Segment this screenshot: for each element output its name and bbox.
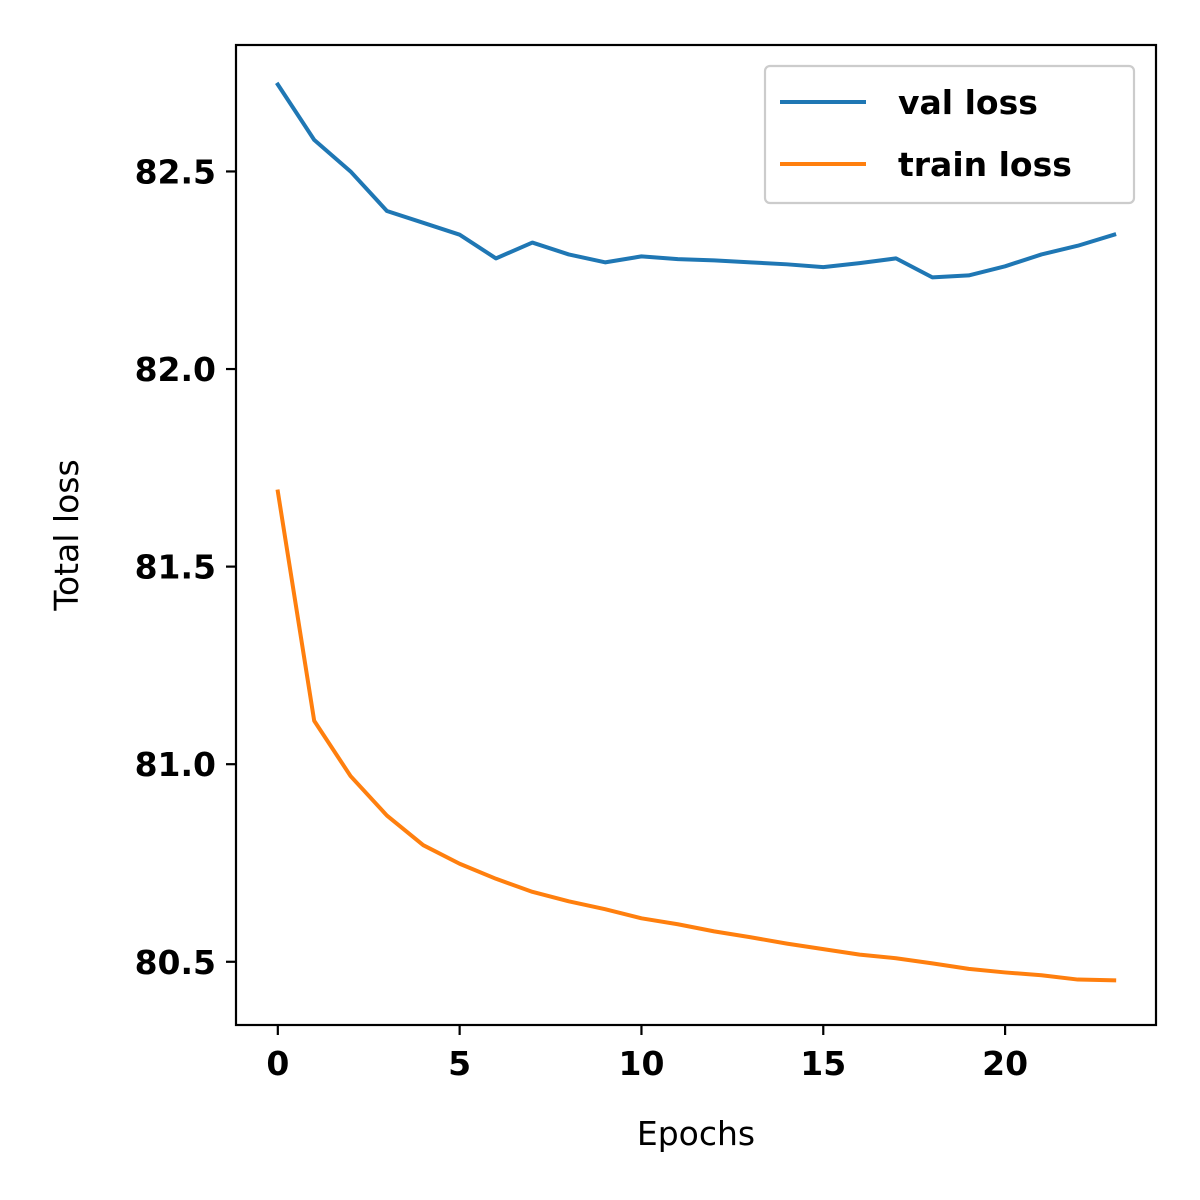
y-tick-label: 80.5 [135, 943, 216, 982]
x-tick-label: 0 [266, 1044, 289, 1083]
legend: val loss train loss [763, 64, 1136, 205]
y-tick-label: 81.5 [135, 548, 216, 587]
legend-label-val-loss: val loss [898, 83, 1038, 122]
y-tick-label: 82.0 [135, 350, 216, 389]
x-axis-ticks: 0 5 10 15 20 [266, 1025, 1028, 1083]
y-axis-label: Total loss [47, 459, 86, 611]
y-axis-ticks: 80.5 81.0 81.5 82.0 82.5 [135, 152, 236, 982]
series-line-val-loss [275, 81, 1117, 280]
x-axis-label: Epochs [637, 1114, 755, 1153]
x-tick-label: 10 [618, 1044, 664, 1083]
series-line-train-loss [275, 489, 1117, 983]
legend-label-train-loss: train loss [898, 145, 1072, 184]
y-tick-label: 82.5 [135, 152, 216, 191]
x-tick-label: 15 [800, 1044, 846, 1083]
series-layer [275, 81, 1117, 983]
x-tick-label: 20 [982, 1044, 1028, 1083]
x-tick-label: 5 [448, 1044, 471, 1083]
y-tick-label: 81.0 [135, 745, 216, 784]
plot-frame [234, 43, 1158, 1027]
